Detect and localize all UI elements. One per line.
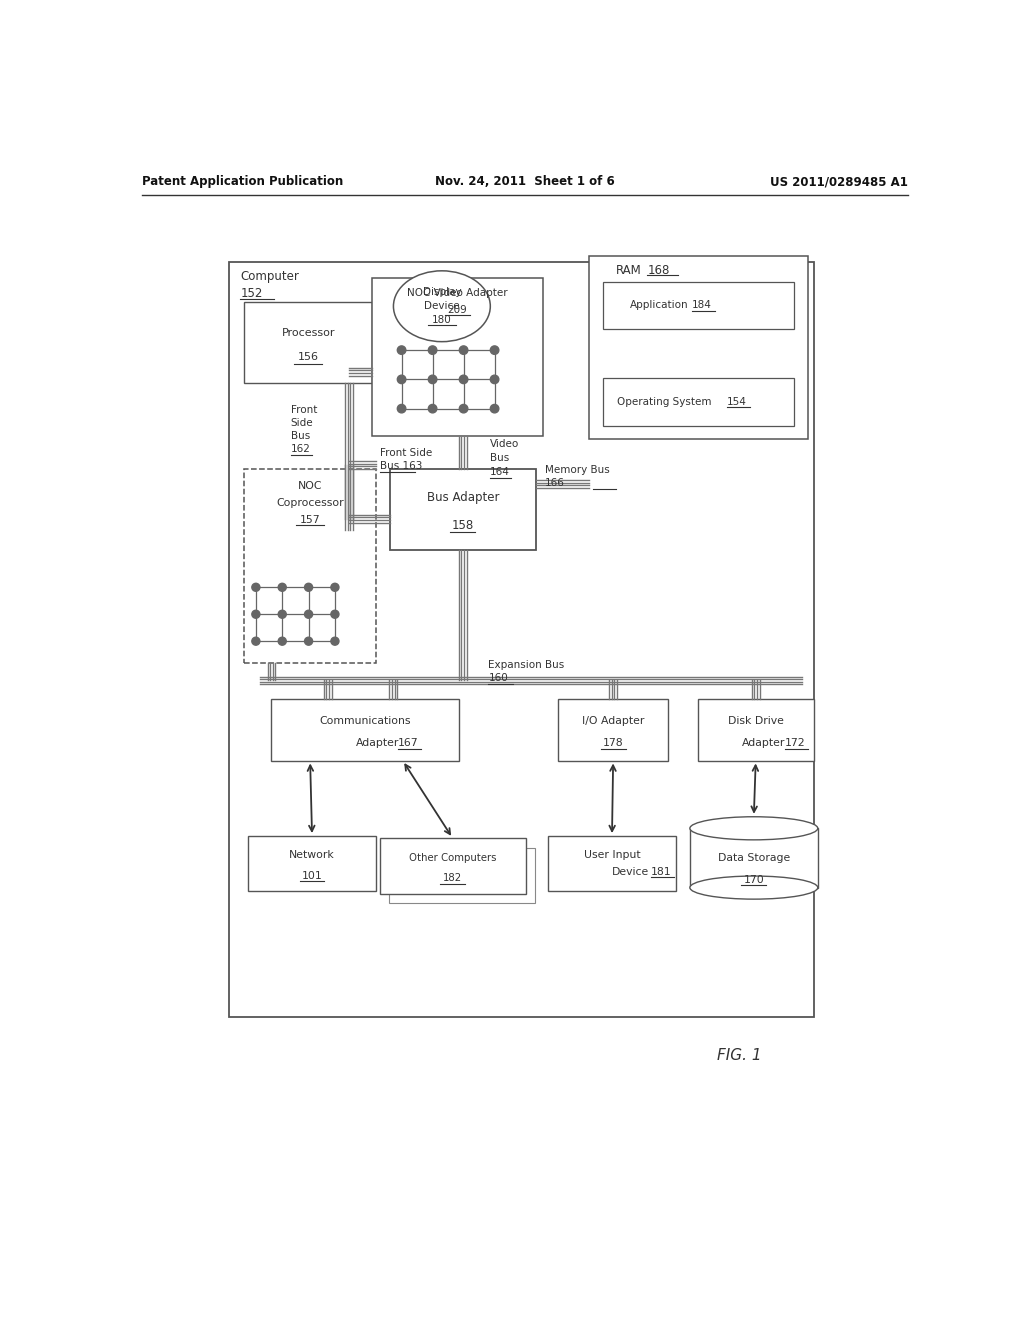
- Bar: [690, 829, 818, 887]
- Text: Adapter: Adapter: [741, 738, 785, 748]
- Circle shape: [460, 375, 468, 384]
- Ellipse shape: [393, 271, 490, 342]
- Text: Bus: Bus: [489, 453, 509, 463]
- Text: NOC: NOC: [298, 480, 323, 491]
- Circle shape: [279, 610, 287, 618]
- Circle shape: [304, 583, 312, 591]
- Circle shape: [428, 404, 437, 413]
- Ellipse shape: [690, 876, 818, 899]
- Text: Disk Drive: Disk Drive: [728, 715, 783, 726]
- Bar: [228, 263, 814, 1016]
- Circle shape: [490, 346, 499, 354]
- Text: User Input: User Input: [584, 850, 640, 861]
- Text: Communications: Communications: [319, 715, 411, 726]
- Circle shape: [331, 610, 339, 618]
- Text: 172: 172: [785, 738, 806, 748]
- Bar: [271, 700, 459, 760]
- Circle shape: [331, 583, 339, 591]
- Circle shape: [279, 583, 287, 591]
- Text: 157: 157: [300, 515, 321, 524]
- Bar: [380, 838, 525, 894]
- Text: Front: Front: [291, 405, 317, 416]
- Text: 154: 154: [727, 397, 746, 407]
- Text: 184: 184: [692, 301, 712, 310]
- Text: Other Computers: Other Computers: [409, 853, 497, 863]
- Text: Bus Adapter: Bus Adapter: [427, 491, 499, 504]
- Text: Display: Display: [423, 288, 461, 297]
- Circle shape: [279, 638, 287, 645]
- Text: FIG. 1: FIG. 1: [717, 1048, 762, 1063]
- Text: 209: 209: [447, 305, 467, 315]
- Circle shape: [331, 638, 339, 645]
- Text: 152: 152: [241, 286, 263, 300]
- Bar: [372, 277, 543, 436]
- Text: 101: 101: [302, 871, 323, 880]
- Circle shape: [428, 346, 437, 354]
- Circle shape: [304, 638, 312, 645]
- Circle shape: [252, 610, 260, 618]
- Text: Device: Device: [612, 867, 649, 876]
- Text: 156: 156: [298, 352, 318, 363]
- Text: 167: 167: [397, 738, 419, 748]
- Text: 180: 180: [432, 315, 452, 325]
- Text: Network: Network: [289, 850, 335, 861]
- Text: Computer: Computer: [241, 269, 299, 282]
- Text: 182: 182: [443, 874, 462, 883]
- Text: 170: 170: [743, 875, 764, 884]
- Circle shape: [397, 346, 406, 354]
- Text: Bus: Bus: [291, 432, 310, 441]
- Text: 162: 162: [291, 445, 310, 454]
- Text: Bus 163: Bus 163: [380, 462, 422, 471]
- Text: 160: 160: [488, 673, 508, 684]
- Ellipse shape: [690, 817, 818, 840]
- Text: 164: 164: [489, 467, 510, 477]
- Bar: [248, 836, 376, 891]
- Text: 166: 166: [545, 478, 565, 488]
- Text: 168: 168: [647, 264, 670, 277]
- Circle shape: [252, 638, 260, 645]
- Bar: [697, 700, 814, 760]
- Text: Processor: Processor: [282, 329, 335, 338]
- Text: Video: Video: [489, 440, 519, 449]
- Text: 178: 178: [603, 738, 624, 748]
- Bar: [548, 836, 676, 891]
- Circle shape: [397, 375, 406, 384]
- Text: Patent Application Publication: Patent Application Publication: [142, 176, 343, 189]
- Text: RAM: RAM: [616, 264, 642, 277]
- Bar: [390, 469, 536, 549]
- Text: Application: Application: [630, 301, 689, 310]
- Circle shape: [490, 375, 499, 384]
- Text: US 2011/0289485 A1: US 2011/0289485 A1: [770, 176, 907, 189]
- Text: I/O Adapter: I/O Adapter: [582, 715, 644, 726]
- Text: Front Side: Front Side: [380, 449, 432, 458]
- Text: Coprocessor: Coprocessor: [276, 498, 344, 508]
- Text: Operating System: Operating System: [617, 397, 712, 407]
- Circle shape: [428, 375, 437, 384]
- Circle shape: [397, 404, 406, 413]
- Circle shape: [252, 583, 260, 591]
- Text: 158: 158: [452, 519, 474, 532]
- Text: 181: 181: [650, 867, 672, 876]
- Bar: [245, 469, 376, 663]
- Circle shape: [460, 404, 468, 413]
- Text: Side: Side: [291, 418, 313, 428]
- Bar: [389, 847, 535, 903]
- Text: Device: Device: [424, 301, 460, 312]
- Bar: [589, 256, 808, 440]
- Bar: [603, 281, 794, 330]
- Text: NOC Video Adapter: NOC Video Adapter: [408, 288, 508, 298]
- Text: Nov. 24, 2011  Sheet 1 of 6: Nov. 24, 2011 Sheet 1 of 6: [435, 176, 614, 189]
- Text: Adapter: Adapter: [356, 738, 399, 748]
- Text: Memory Bus: Memory Bus: [545, 465, 609, 475]
- Text: Data Storage: Data Storage: [718, 853, 790, 862]
- Bar: [558, 700, 669, 760]
- Circle shape: [460, 346, 468, 354]
- Text: Expansion Bus: Expansion Bus: [488, 660, 564, 671]
- Circle shape: [304, 610, 312, 618]
- Bar: [245, 302, 372, 383]
- Bar: [603, 378, 794, 425]
- Circle shape: [490, 404, 499, 413]
